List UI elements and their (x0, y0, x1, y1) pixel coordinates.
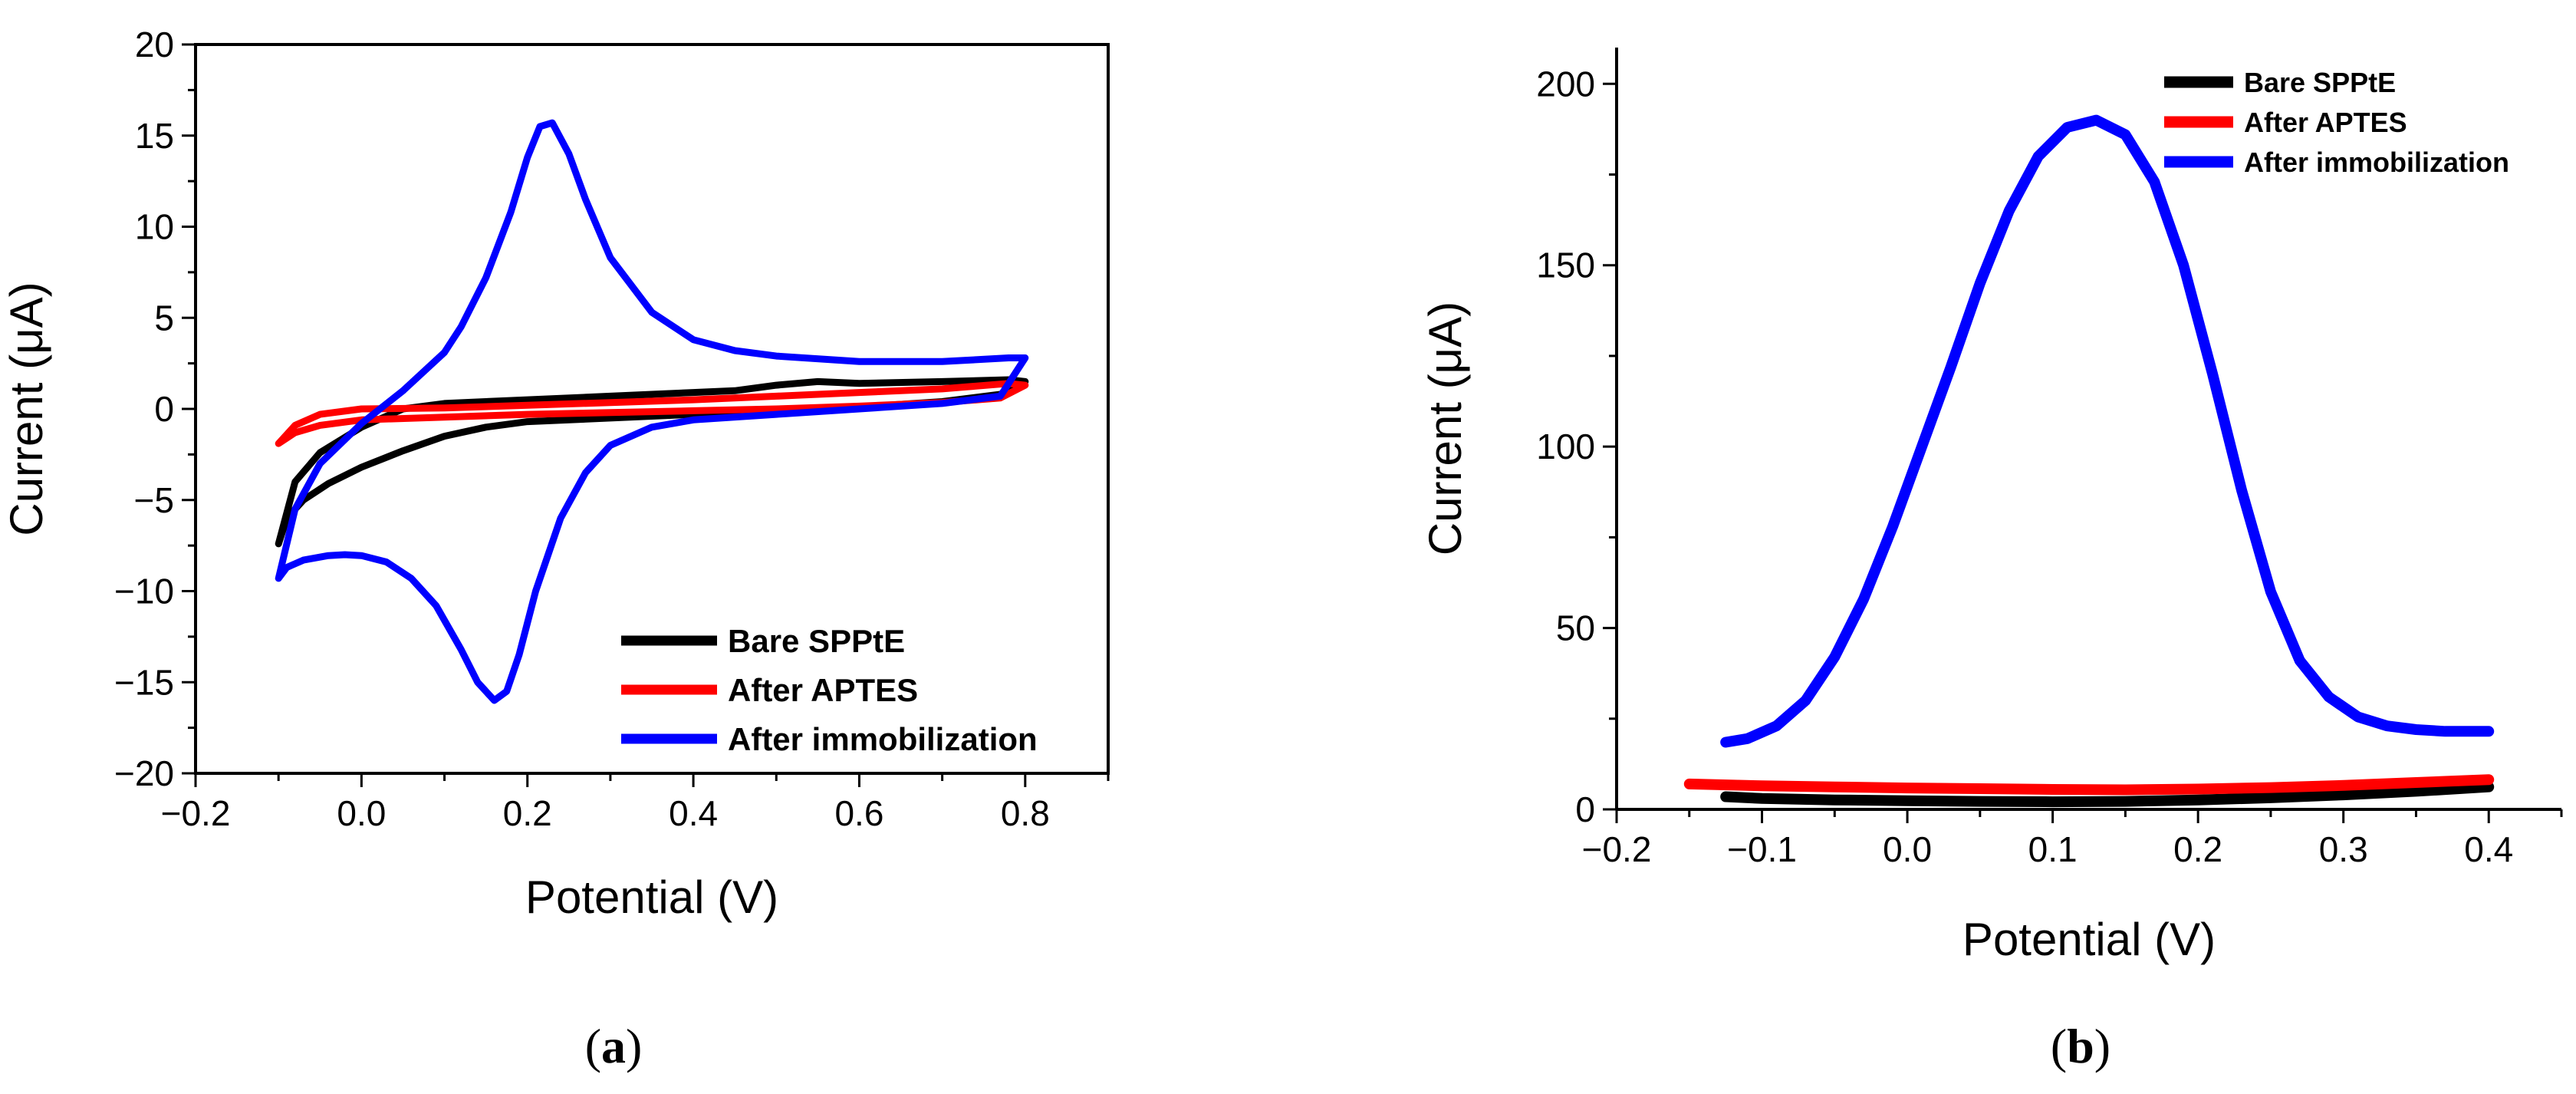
panel-label: (b) (2051, 1019, 2110, 1073)
y-tick-label: 200 (1536, 64, 1595, 104)
panel-label-paren: ) (626, 1019, 642, 1073)
x-tick-label: 0.2 (503, 793, 552, 833)
y-tick-label: −20 (114, 753, 174, 793)
series-line-3 (275, 119, 1029, 704)
series-line-1 (1720, 781, 2495, 808)
legend-label: After immobilization (728, 721, 1038, 757)
panel-label-paren: ( (2051, 1019, 2067, 1073)
x-tick-label: 0.0 (337, 793, 386, 833)
x-tick-label: 0.0 (1883, 829, 1932, 869)
panel-label-paren: ) (2094, 1019, 2110, 1073)
y-tick-label: −5 (134, 480, 174, 520)
y-tick-label: 0 (1575, 789, 1595, 829)
legend-label: After immobilization (2244, 147, 2509, 178)
legend: Bare SPPtE After APTES After immobilizatio… (2164, 67, 2509, 178)
legend-label: After APTES (728, 672, 918, 708)
y-tick-label: 50 (1556, 608, 1595, 648)
y-tick-label: 150 (1536, 245, 1595, 285)
panel-label-paren: ( (585, 1019, 601, 1073)
legend: Bare SPPtE After APTES After immobilizatio… (621, 623, 1038, 757)
y-tick-label: −10 (114, 572, 174, 611)
x-axis-title: Potential (V) (525, 872, 778, 923)
x-tick-label: −0.1 (1727, 829, 1797, 869)
panel-label: (a) (585, 1019, 643, 1073)
y-tick-label: 0 (154, 389, 174, 429)
y-tick-label: 100 (1536, 427, 1595, 466)
panel-label-letter: b (2067, 1019, 2094, 1073)
y-tick-label: −15 (114, 662, 174, 702)
x-tick-label: 0.2 (2173, 829, 2222, 869)
y-tick-label: 20 (135, 25, 174, 64)
y-tick-label: 5 (154, 298, 174, 338)
x-tick-label: −0.2 (161, 793, 231, 833)
series-line-2 (1683, 774, 2495, 796)
x-tick-label: −0.2 (1582, 829, 1652, 869)
x-tick-label: 0.8 (1001, 793, 1050, 833)
series-line-1 (275, 376, 1029, 548)
series-line-3 (1720, 114, 2495, 748)
y-tick-label: 15 (135, 116, 174, 156)
legend-label: After APTES (2244, 107, 2407, 138)
legend-label: Bare SPPtE (2244, 67, 2396, 98)
y-tick-label: 10 (135, 207, 174, 247)
x-axis-title: Potential (V) (1962, 914, 2216, 965)
x-tick-label: 0.6 (834, 793, 883, 833)
x-tick-label: 0.1 (2028, 829, 2078, 869)
x-tick-label: 0.3 (2319, 829, 2368, 869)
y-axis-title: Current (μA) (1420, 302, 1471, 555)
legend-label: Bare SPPtE (728, 623, 905, 659)
chart-panel-b: −0.2 −0.1 0.0 0.1 0.2 0.3 0.4 0 50 100 150 200 Poten… (1420, 48, 2563, 1073)
chart-panel-a: −0.2 0.0 0.2 0.4 0.6 0.8 −20 −15 −10 −5 0 5 10 15 20 Po… (1, 25, 1110, 1073)
x-tick-label: 0.4 (2464, 829, 2513, 869)
y-axis-title: Current (μA) (1, 282, 52, 535)
x-tick-label: 0.4 (669, 793, 718, 833)
panel-label-letter: a (601, 1019, 626, 1073)
series-line-2 (275, 380, 1029, 447)
